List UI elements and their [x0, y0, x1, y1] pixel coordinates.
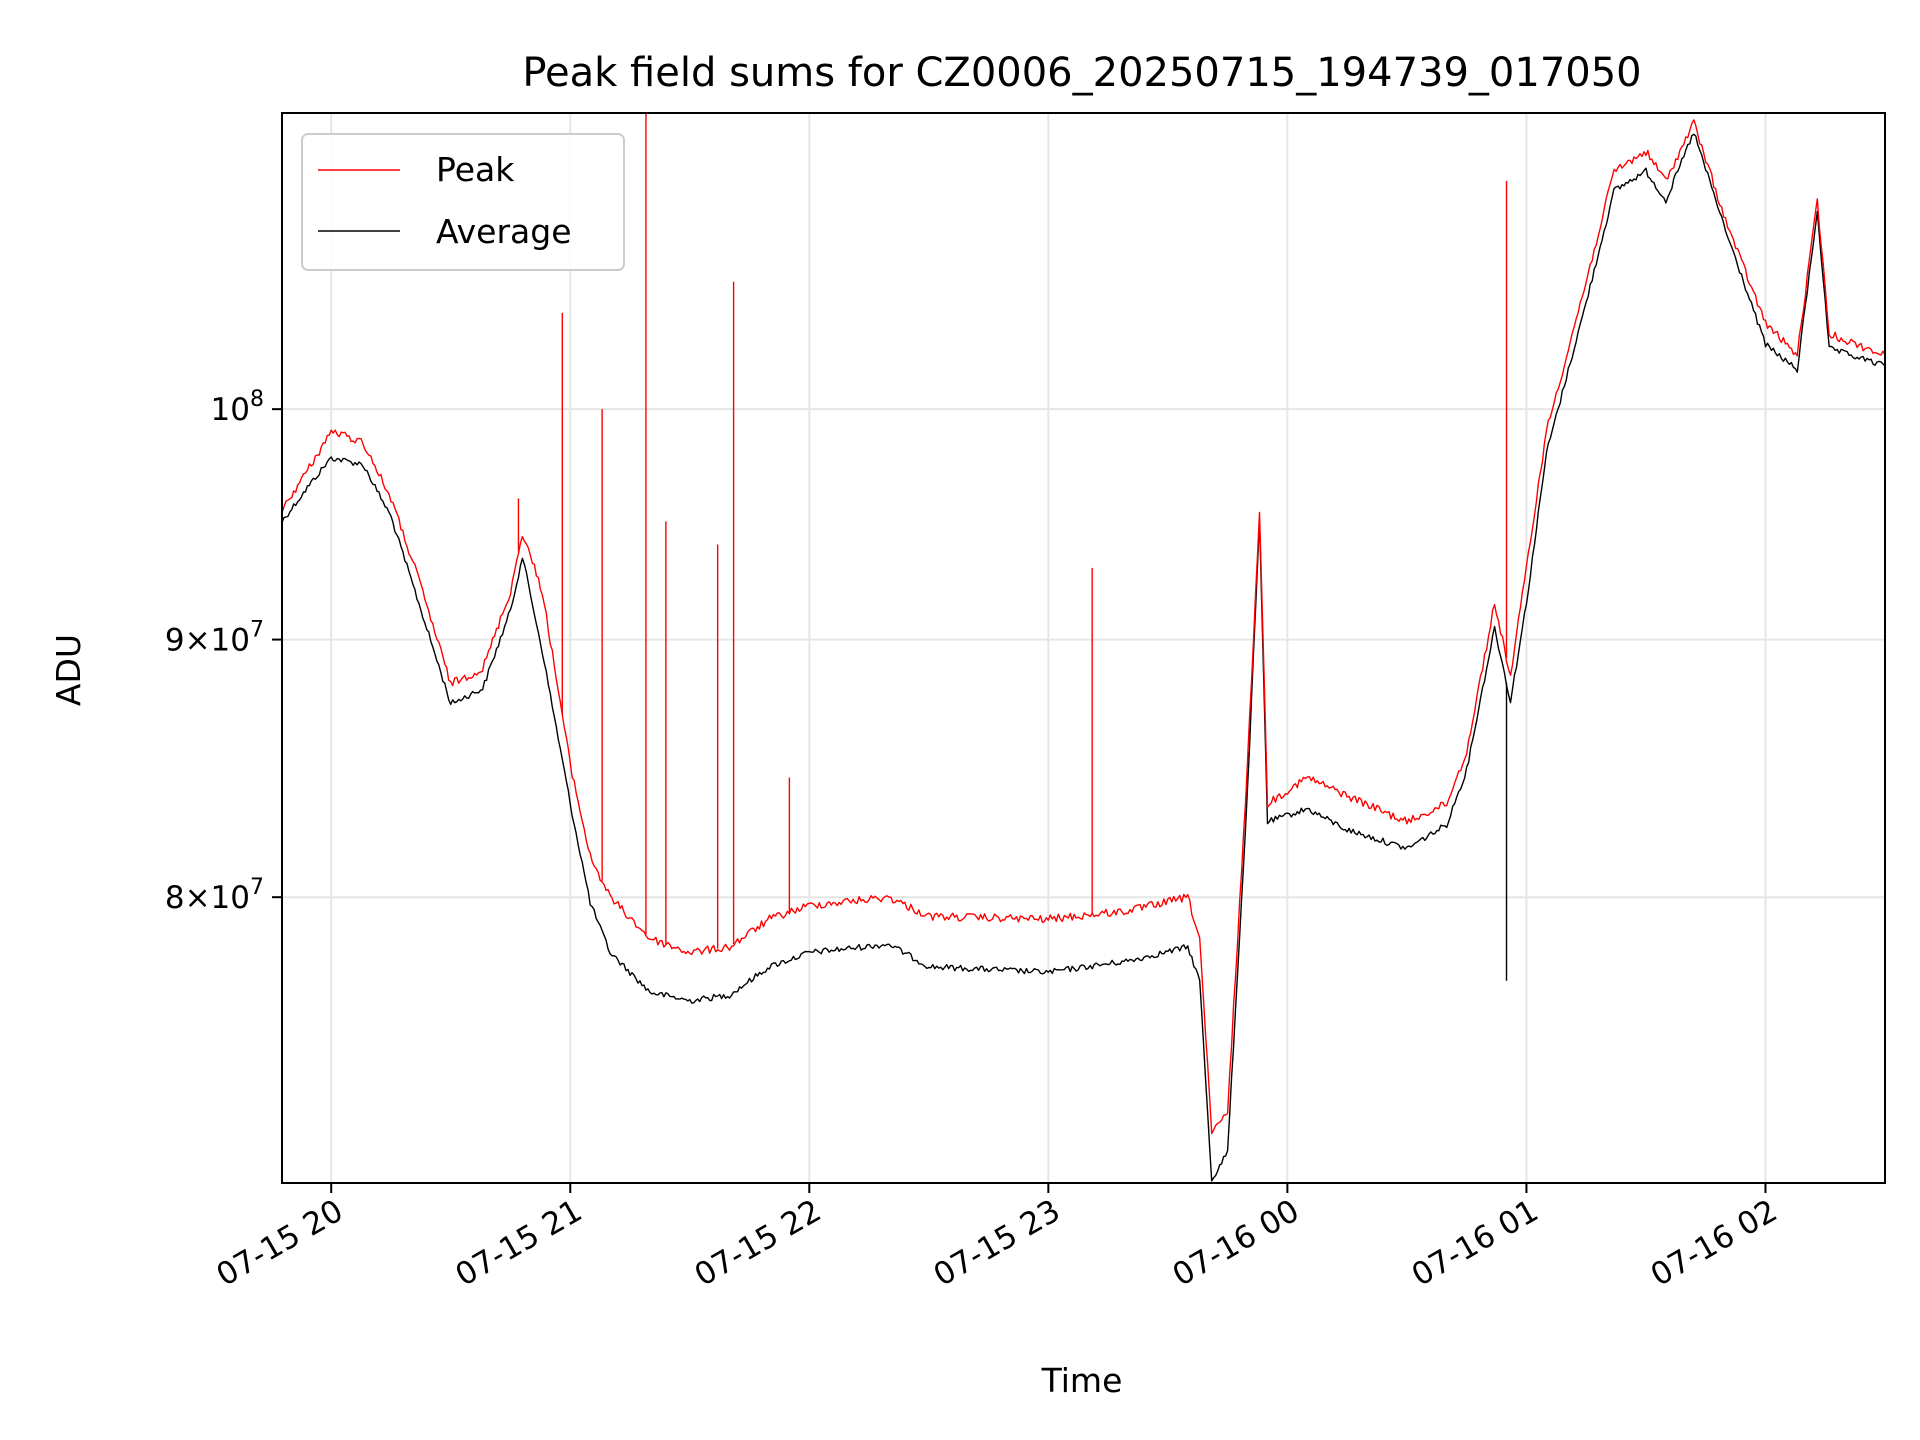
y-tick-label: 9×107 [165, 618, 264, 659]
legend-label-average: Average [436, 212, 572, 251]
y-tick-label: 8×107 [165, 875, 264, 916]
plot-area-frame [281, 112, 1886, 1184]
legend-box [301, 133, 625, 271]
series-line-average [281, 133, 1886, 1182]
legend: Peak Average [301, 133, 625, 271]
y-tick-label: 108 [211, 387, 264, 428]
legend-label-peak: Peak [436, 150, 515, 189]
plot-series [281, 113, 1886, 1182]
x-axis-label: Time [1041, 1361, 1123, 1400]
chart-title: Peak field sums for CZ0006_20250715_1947… [522, 50, 1641, 96]
series-line-peak [281, 119, 1886, 1135]
y-axis-label: ADU [49, 634, 88, 706]
y-axis-ticks: 8×107 9×107 108 [165, 387, 282, 916]
